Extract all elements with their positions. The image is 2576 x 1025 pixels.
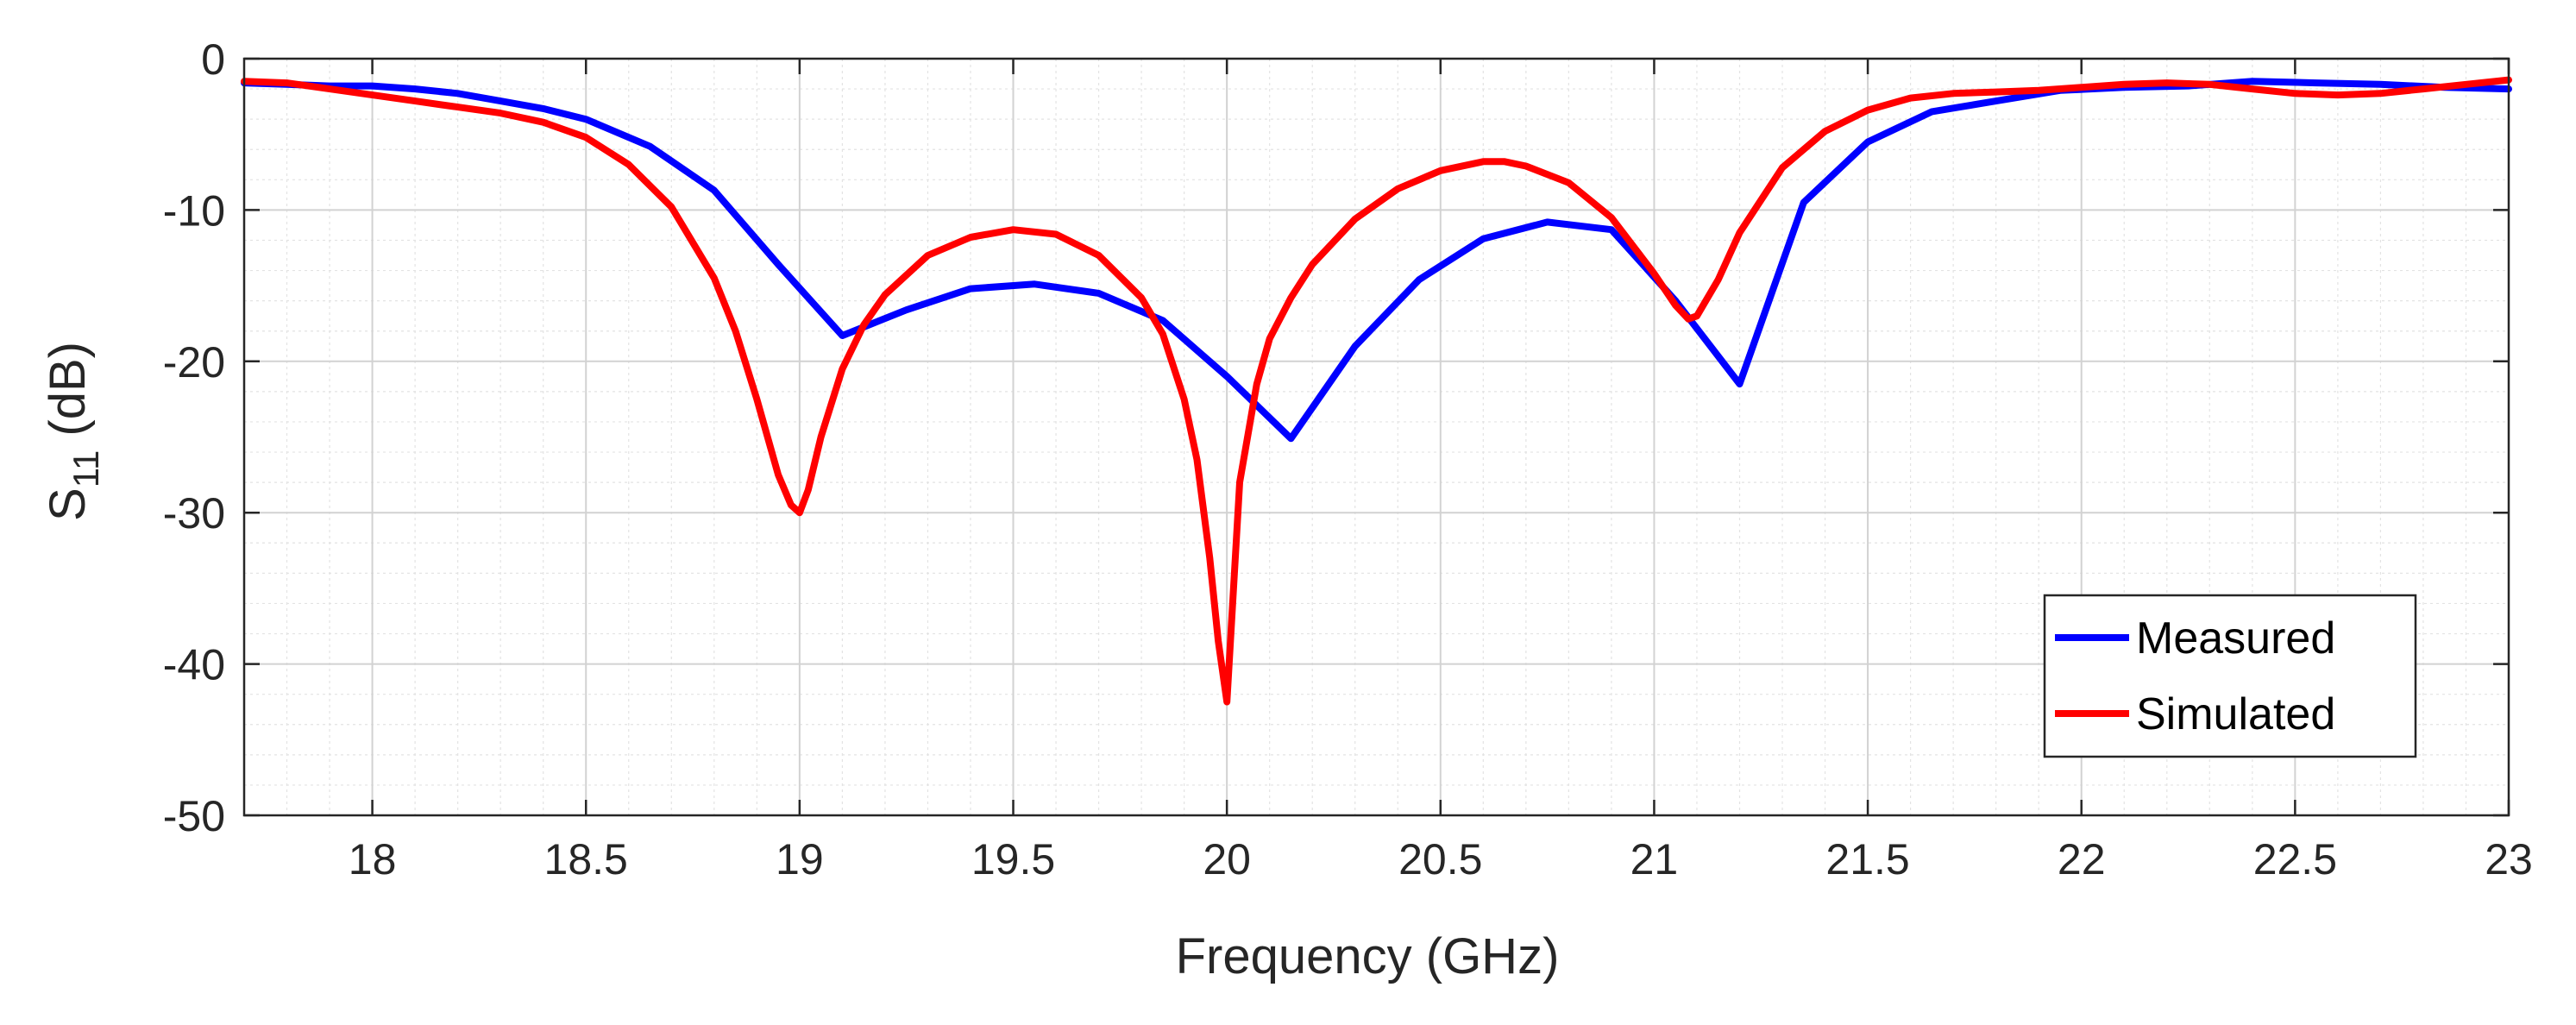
y-tick-label: 0 bbox=[201, 35, 225, 84]
x-tick-label: 21 bbox=[1630, 835, 1679, 884]
x-tick-label: 19.5 bbox=[971, 835, 1055, 884]
y-axis-label-main: S bbox=[40, 487, 96, 521]
legend-simulated-label: Simulated bbox=[2136, 689, 2335, 739]
y-tick-label: -10 bbox=[163, 186, 225, 235]
y-axis-label-unit: (dB) bbox=[40, 342, 96, 450]
x-tick-label: 23 bbox=[2485, 835, 2533, 884]
series-line-simulated bbox=[241, 76, 2512, 706]
y-tick-label: -20 bbox=[163, 338, 225, 387]
y-axis-label-subscript: 11 bbox=[66, 450, 106, 488]
y-tick-label: -50 bbox=[163, 792, 225, 840]
legend-measured-label: Measured bbox=[2136, 613, 2335, 663]
plot-frame bbox=[242, 57, 2510, 817]
x-tick-label: 22 bbox=[2058, 835, 2106, 884]
y-tick-label: -40 bbox=[163, 641, 225, 689]
x-axis-label: Frequency (GHz) bbox=[1176, 928, 1560, 984]
series-layer bbox=[241, 76, 2512, 706]
y-tick-label: -30 bbox=[163, 489, 225, 538]
x-tick-label: 21.5 bbox=[1825, 835, 1909, 884]
x-tick-label: 19 bbox=[776, 835, 824, 884]
x-tick-label: 22.5 bbox=[2253, 835, 2337, 884]
x-tick-label: 18 bbox=[349, 835, 397, 884]
y-axis-ticks: 0 -10 -20 -30 -40 -50 bbox=[163, 35, 2509, 840]
x-axis-ticks: 18 18.5 19 19.5 20 20.5 21 21.5 22 22.5 23 bbox=[349, 59, 2533, 884]
x-tick-label: 20 bbox=[1203, 835, 1251, 884]
y-axis-label: S11 (dB) bbox=[40, 342, 106, 521]
x-tick-label: 18.5 bbox=[544, 835, 628, 884]
legend: Measured Simulated bbox=[2043, 594, 2417, 758]
legend-box bbox=[2043, 594, 2417, 758]
x-tick-label: 20.5 bbox=[1398, 835, 1482, 884]
